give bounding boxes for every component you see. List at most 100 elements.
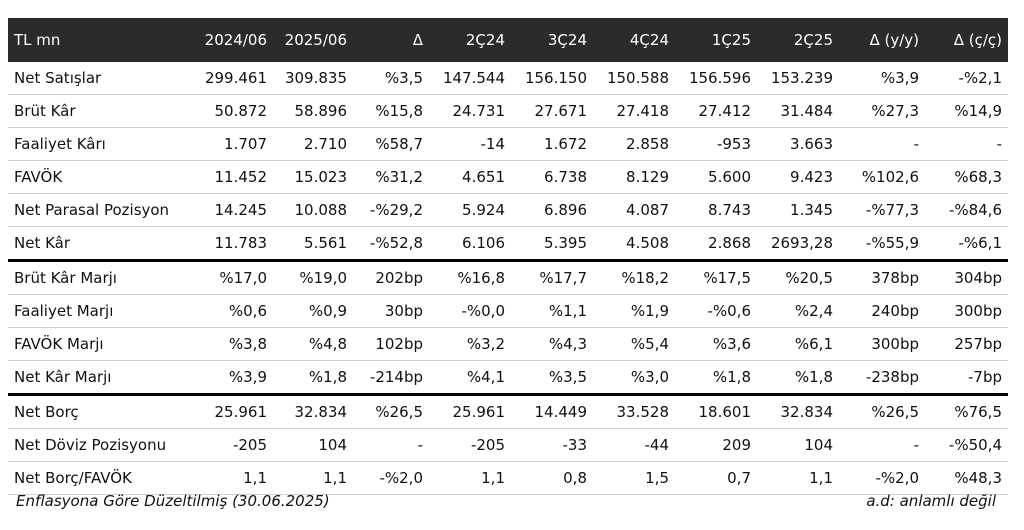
row-label: Net Borç: [8, 394, 193, 429]
table-cell: %15,8: [353, 94, 429, 128]
table-cell: -214bp: [353, 360, 429, 396]
table-cell: %3,0: [593, 360, 675, 396]
header-2q25: 2Ç25: [757, 18, 839, 62]
table-cell: 1.345: [757, 193, 839, 227]
table-cell: %14,9: [925, 94, 1008, 128]
table-cell: %0,9: [273, 294, 353, 328]
table-cell: %18,2: [593, 260, 675, 295]
table-cell: -%0,0: [429, 294, 511, 328]
table-cell: %16,8: [429, 260, 511, 295]
table-cell: %58,7: [353, 127, 429, 161]
table-row: Net Döviz Pozisyonu -205 104- -205 -33 -44 209…: [8, 428, 1008, 462]
row-label: FAVÖK: [8, 160, 193, 194]
table-cell: 147.544: [429, 62, 511, 95]
table-cell: %3,9: [193, 360, 273, 396]
table-cell: 58.896: [273, 94, 353, 128]
table-cell: 1,1: [273, 461, 353, 495]
footer: Enflasyona Göre Düzeltilmiş (30.06.2025)…: [16, 492, 1008, 510]
table-cell: 156.150: [511, 62, 593, 95]
table-cell: %3,5: [511, 360, 593, 396]
table-cell: 14.245: [193, 193, 273, 227]
table-cell: %4,1: [429, 360, 511, 396]
table-cell: 1,5: [593, 461, 675, 495]
row-label: Net Borç/FAVÖK: [8, 461, 193, 495]
table-cell: %3,5: [353, 62, 429, 95]
table-cell: 3.663: [757, 127, 839, 161]
table-cell: %3,6: [675, 327, 757, 361]
table-cell: -: [839, 428, 925, 462]
table-row: Net Parasal Pozisyon 14.245 10.088 -%29,2 5.…: [8, 193, 1008, 227]
table-header-row: TL mn 2024/06 2025/06 Δ 2Ç24 3Ç24 4Ç24 1…: [8, 18, 1008, 62]
table-cell: 0,7: [675, 461, 757, 495]
table-cell: -%84,6: [925, 193, 1008, 227]
table-cell: 240bp: [839, 294, 925, 328]
table-cell: 1.707: [193, 127, 273, 161]
table-cell: 156.596: [675, 62, 757, 95]
table-cell: 378bp: [839, 260, 925, 295]
table-cell: 5.561: [273, 226, 353, 262]
table-cell: %3,8: [193, 327, 273, 361]
table-cell: %31,2: [353, 160, 429, 194]
table-cell: 11.783: [193, 226, 273, 262]
table-cell: -%2,0: [839, 461, 925, 495]
table-cell: %1,9: [593, 294, 675, 328]
table-cell: -%50,4: [925, 428, 1008, 462]
table-cell: %17,7: [511, 260, 593, 295]
table-row: Faaliyet Marjı %0,6 %0,9 30bp -%0,0 %1,1 %1,9-…: [8, 294, 1008, 328]
table-cell: %2,4: [757, 294, 839, 328]
table-cell: %20,5: [757, 260, 839, 295]
header-1q25: 1Ç25: [675, 18, 757, 62]
table-cell: %4,8: [273, 327, 353, 361]
row-label: Net Döviz Pozisyonu: [8, 428, 193, 462]
table-cell: 104: [757, 428, 839, 462]
table-cell: 2693,28: [757, 226, 839, 262]
table-cell: %102,6: [839, 160, 925, 194]
table-cell: 32.834: [757, 394, 839, 429]
table-cell: 10.088: [273, 193, 353, 227]
table-cell: %3,2: [429, 327, 511, 361]
table-cell: -: [353, 428, 429, 462]
table-cell: 309.835: [273, 62, 353, 95]
row-label: Net Parasal Pozisyon: [8, 193, 193, 227]
row-label: FAVÖK Marjı: [8, 327, 193, 361]
table-cell: 27.412: [675, 94, 757, 128]
table-cell: %3,9: [839, 62, 925, 95]
table-cell: 31.484: [757, 94, 839, 128]
table-cell: 11.452: [193, 160, 273, 194]
table-cell: 27.418: [593, 94, 675, 128]
header-4q24: 4Ç24: [593, 18, 675, 62]
table-cell: 104: [273, 428, 353, 462]
table-cell: -: [839, 127, 925, 161]
table-cell: 300bp: [839, 327, 925, 361]
table-cell: 257bp: [925, 327, 1008, 361]
table-cell: 153.239: [757, 62, 839, 95]
table-cell: %1,8: [675, 360, 757, 396]
row-label: Brüt Kâr: [8, 94, 193, 128]
table-cell: 2.710: [273, 127, 353, 161]
table-cell: 33.528: [593, 394, 675, 429]
table-cell: %27,3: [839, 94, 925, 128]
row-label: Faaliyet Kârı: [8, 127, 193, 161]
table-row: FAVÖK Marjı %3,8 %4,8 102bp %3,2 %4,3 %5,4 %3,6…: [8, 327, 1008, 361]
table-row: FAVÖK 11.452 15.023 %31,2 4.651 6.738 8.129 5.6…: [8, 160, 1008, 194]
table-cell: 8.743: [675, 193, 757, 227]
table-cell: %6,1: [757, 327, 839, 361]
table-cell: %1,1: [511, 294, 593, 328]
table-row: Faaliyet Kârı 1.707 2.710 %58,7 -14 1.672 2.85…: [8, 127, 1008, 161]
row-label: Faaliyet Marjı: [8, 294, 193, 328]
table-cell: -%29,2: [353, 193, 429, 227]
row-label: Brüt Kâr Marjı: [8, 260, 193, 295]
table-cell: 50.872: [193, 94, 273, 128]
table-cell: 102bp: [353, 327, 429, 361]
table-cell: -205: [193, 428, 273, 462]
table-cell: 24.731: [429, 94, 511, 128]
footer-legend: a.d: anlamlı değil: [866, 492, 996, 510]
table-cell: 209: [675, 428, 757, 462]
table-row: Net Kâr Marjı %3,9 %1,8 -214bp %4,1 %3,5 %3,0%…: [8, 360, 1008, 396]
table-cell: 32.834: [273, 394, 353, 429]
table-cell: %4,3: [511, 327, 593, 361]
table-cell: -44: [593, 428, 675, 462]
table-cell: 202bp: [353, 260, 429, 295]
table-row: Brüt Kâr 50.872 58.896 %15,8 24.731 27.671 27.…: [8, 94, 1008, 128]
